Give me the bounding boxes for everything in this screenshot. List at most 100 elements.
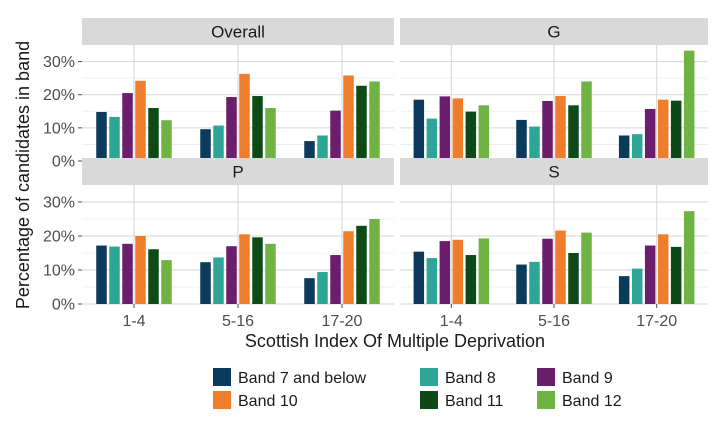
bar-overall-1-4-band-1 [109,116,120,161]
legend-swatch-band-1 [420,368,438,386]
bar-g-17-20-band-5 [683,50,695,161]
bar-overall-1-4-band-5 [161,120,172,161]
bar-g-1-4-band-4 [465,111,477,161]
y-tick-label: 20% [43,87,75,104]
bar-p-5-16-band-2 [226,246,237,304]
bar-overall-5-16-band-4 [252,96,263,161]
bar-p-1-4-band-1 [109,246,120,304]
bar-s-17-20-band-5 [683,211,695,304]
bar-p-1-4-band-2 [122,243,133,304]
bar-g-17-20-band-3 [657,99,669,161]
bar-p-17-20-band-3 [343,231,354,304]
bar-p-5-16-band-5 [265,243,276,304]
facet-title-overall: Overall [211,23,265,42]
bar-g-5-16-band-2 [542,101,553,161]
bar-s-1-4-band-1 [426,258,438,304]
bar-s-17-20-band-3 [657,234,669,304]
bar-g-5-16-band-5 [581,81,592,161]
bar-g-5-16-band-4 [568,105,579,161]
bar-s-5-16-band-5 [581,232,592,304]
bar-s-1-4-band-2 [439,241,451,304]
y-axis-title: Percentage of candidates in band [13,41,33,309]
legend-label-band-1: Band 8 [445,370,496,387]
bar-g-17-20-band-0 [618,135,630,161]
x-tick-label: 5-16 [538,313,570,330]
bar-g-1-4-band-5 [478,105,490,161]
bar-overall-5-16-band-5 [265,107,276,161]
x-axis-title: Scottish Index Of Multiple Deprivation [245,331,545,351]
facet-strip-s [400,158,708,185]
y-tick-label: 0% [52,297,75,314]
legend-label-band-4: Band 11 [445,393,504,410]
bar-p-5-16-band-3 [239,234,250,304]
legend-swatch-band-4 [420,391,438,409]
legend-swatch-band-5 [537,391,555,409]
bar-overall-17-20-band-2 [330,110,341,161]
legend-swatch-band-2 [537,368,555,386]
bar-overall-1-4-band-2 [122,93,133,161]
facet-title-s: S [548,163,559,182]
bar-p-5-16-band-0 [200,262,211,304]
bar-s-17-20-band-2 [644,245,656,304]
y-tick-label: 10% [43,263,75,280]
bar-overall-1-4-band-3 [135,80,146,161]
y-tick-label: 30% [43,54,75,71]
bar-s-17-20-band-0 [618,276,630,304]
legend-label-band-2: Band 9 [562,370,613,387]
bar-overall-17-20-band-4 [356,85,367,161]
bar-overall-1-4-band-4 [148,107,159,161]
bar-p-17-20-band-1 [317,272,328,304]
bar-s-17-20-band-1 [631,268,643,304]
bar-g-5-16-band-1 [529,126,540,161]
bar-p-17-20-band-2 [330,255,341,304]
bar-overall-1-4-band-0 [96,111,107,161]
y-tick-label: 0% [52,154,75,171]
bar-overall-17-20-band-1 [317,135,328,161]
bar-overall-5-16-band-2 [226,97,237,161]
bar-s-1-4-band-0 [413,251,425,304]
facet-title-g: G [547,23,560,42]
bar-overall-5-16-band-3 [239,73,250,161]
x-tick-label: 1-4 [122,313,145,330]
bar-s-17-20-band-4 [670,246,682,304]
y-tick-label: 20% [43,229,75,246]
bar-p-1-4-band-3 [135,236,146,304]
bar-s-5-16-band-4 [568,253,579,304]
bar-s-1-4-band-5 [478,238,490,304]
facet-strip-g [400,18,708,45]
bar-s-5-16-band-0 [516,264,527,304]
bar-g-17-20-band-1 [631,134,643,161]
bar-g-1-4-band-1 [426,118,438,161]
bar-p-17-20-band-0 [304,278,315,304]
facet-strip-overall [82,18,394,45]
x-tick-label: 1-4 [440,313,463,330]
legend-swatch-band-3 [213,391,231,409]
facet-strip-p [82,158,394,185]
bar-overall-5-16-band-1 [213,125,224,161]
bar-g-5-16-band-3 [555,96,566,161]
bar-g-17-20-band-2 [644,108,656,161]
bar-overall-17-20-band-0 [304,141,315,161]
bar-s-1-4-band-4 [465,255,477,304]
facet-title-p: P [232,163,243,182]
x-tick-label: 17-20 [636,313,677,330]
bar-overall-5-16-band-0 [200,129,211,161]
y-tick-label: 30% [43,195,75,212]
bar-p-1-4-band-0 [96,245,107,304]
bar-overall-17-20-band-3 [343,75,354,161]
x-tick-label: 17-20 [322,313,363,330]
bar-s-5-16-band-3 [555,230,566,304]
bar-overall-17-20-band-5 [369,81,380,161]
bar-g-17-20-band-4 [670,100,682,161]
bar-p-17-20-band-5 [369,219,380,304]
x-tick-label: 5-16 [222,313,254,330]
bar-s-5-16-band-2 [542,238,553,304]
bar-g-1-4-band-0 [413,99,425,161]
legend-label-band-0: Band 7 and below [238,370,367,387]
legend-label-band-5: Band 12 [562,393,622,410]
bar-s-5-16-band-1 [529,261,540,304]
bar-p-5-16-band-1 [213,257,224,304]
bar-s-1-4-band-3 [452,239,464,304]
